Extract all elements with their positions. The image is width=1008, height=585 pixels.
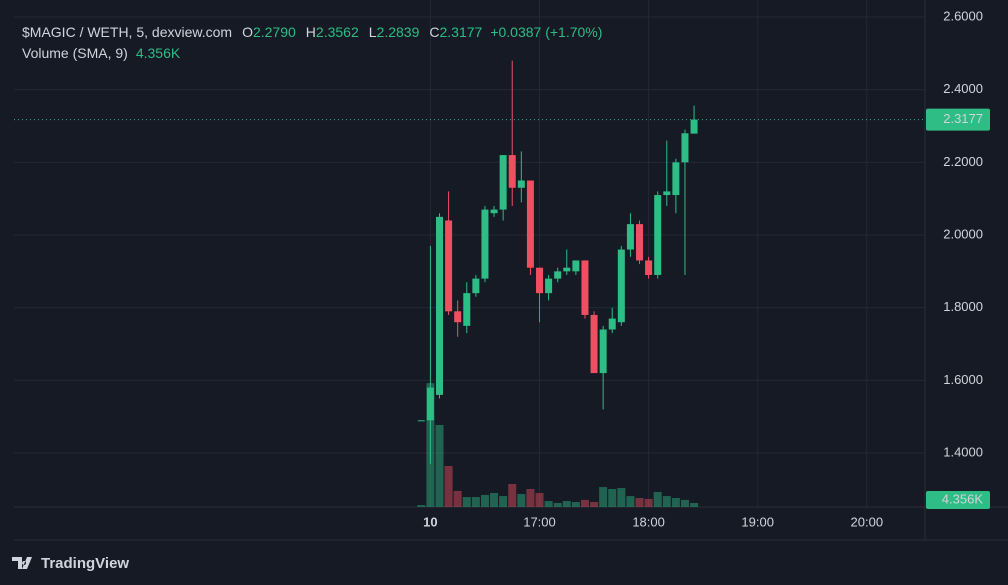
legend-key: C xyxy=(429,24,440,40)
candle-body xyxy=(617,249,625,323)
y-tick-label: 1.8000 xyxy=(943,299,983,314)
legend-value: 2.3562 xyxy=(315,24,359,40)
legend-key: O xyxy=(242,24,253,40)
volume-bar xyxy=(499,496,508,507)
candle-body xyxy=(417,420,425,422)
volume-bar xyxy=(626,496,635,507)
candle-body xyxy=(645,260,653,275)
y-tick-label: 2.6000 xyxy=(943,8,983,23)
volume-bar xyxy=(599,487,608,507)
volume-sma-box xyxy=(926,490,990,509)
candle-body xyxy=(545,278,553,294)
volume-bar xyxy=(617,488,626,507)
volume-bar xyxy=(590,502,599,507)
volume-sma-axis-label: 4.356K xyxy=(942,491,984,506)
candle-body xyxy=(517,180,525,188)
y-tick-label: 2.4000 xyxy=(943,81,983,96)
volume-bar xyxy=(462,497,471,507)
volume-bar xyxy=(444,465,453,507)
x-tick-label: 19:00 xyxy=(741,514,774,529)
candle-body xyxy=(508,155,516,188)
legend-key: H xyxy=(305,24,316,40)
candle-body xyxy=(499,155,507,210)
candle-body xyxy=(536,267,544,294)
x-tick-label: 17:00 xyxy=(523,514,556,529)
last-price-label: 2.3177 xyxy=(943,111,983,126)
volume-bar xyxy=(453,490,462,507)
volume-bar xyxy=(653,492,662,507)
candle-body xyxy=(636,224,644,261)
last-price-box xyxy=(926,108,990,131)
logo-icon xyxy=(12,557,32,569)
volume-bar xyxy=(435,424,444,507)
candle-body xyxy=(454,311,462,323)
x-tick-label: 10 xyxy=(423,514,437,529)
volume-bar xyxy=(690,502,699,507)
candle-body xyxy=(690,119,698,134)
candle-body xyxy=(672,162,680,196)
legend-value: 2.2790 xyxy=(252,24,296,40)
volume-legend-name: Volume (SMA, 9) xyxy=(22,45,128,61)
y-tick-label: 1.6000 xyxy=(943,372,983,387)
legend-value: 2.3177 xyxy=(439,24,483,40)
candle-body xyxy=(626,224,634,250)
candle-body xyxy=(608,318,616,330)
volume-bar xyxy=(608,488,617,507)
y-tick-label: 1.4000 xyxy=(943,444,983,459)
candle-body xyxy=(599,329,607,374)
candles xyxy=(417,60,698,464)
x-tick-label: 18:00 xyxy=(632,514,665,529)
candle-body xyxy=(463,293,471,326)
candle-body xyxy=(581,260,589,315)
volume-bar xyxy=(508,483,517,507)
candle-body xyxy=(481,209,489,279)
candle-body xyxy=(526,180,534,268)
candle-body xyxy=(490,209,498,214)
volume-bar xyxy=(671,497,680,507)
legend-key: L xyxy=(368,24,377,40)
legend-value: 2.2839 xyxy=(376,24,420,40)
volume-bar xyxy=(580,499,589,507)
candle-body xyxy=(554,271,562,279)
y-tick-label: 2.2000 xyxy=(943,154,983,169)
volume-bar xyxy=(490,493,499,507)
candle-body xyxy=(572,260,580,272)
volume-bar xyxy=(680,499,689,507)
volume-bar xyxy=(417,505,426,507)
x-tick-label: 20:00 xyxy=(851,514,884,529)
candle-body xyxy=(654,195,662,275)
legend-title: $MAGIC / WETH, 5, dexview.com xyxy=(22,24,233,40)
volume-bar xyxy=(571,502,580,507)
candle-body xyxy=(663,191,671,196)
candle-body xyxy=(435,216,443,395)
y-tick-label: 2.0000 xyxy=(943,226,983,241)
volume-bar xyxy=(562,501,571,507)
candle-body xyxy=(681,133,689,163)
candle-body xyxy=(472,278,480,294)
logo-text: TradingView xyxy=(41,555,129,572)
volume-bar xyxy=(471,497,480,507)
volume-legend-value: 4.356K xyxy=(135,45,181,61)
volume-legend-row: Volume (SMA, 9) 4.356K xyxy=(22,45,180,61)
legend-row: $MAGIC / WETH, 5, dexview.com O 2.2790 H 2.3… xyxy=(22,24,602,40)
tradingview-logo: TradingView xyxy=(12,555,129,572)
legend-change: +0.0387 (+1.70%) xyxy=(490,24,603,40)
volume-bar xyxy=(635,497,644,507)
volume-bar xyxy=(553,502,562,507)
candle-body xyxy=(445,220,453,312)
candle-body xyxy=(563,267,571,272)
volume-bar xyxy=(535,493,544,507)
volume-bar xyxy=(544,501,553,507)
volume-bar xyxy=(517,493,526,507)
volume-bar xyxy=(644,498,653,507)
volume-bar xyxy=(526,488,535,507)
candle-body xyxy=(426,387,434,421)
candle-body xyxy=(590,314,598,374)
volume-bar xyxy=(480,494,489,507)
volume-bar xyxy=(662,496,671,507)
